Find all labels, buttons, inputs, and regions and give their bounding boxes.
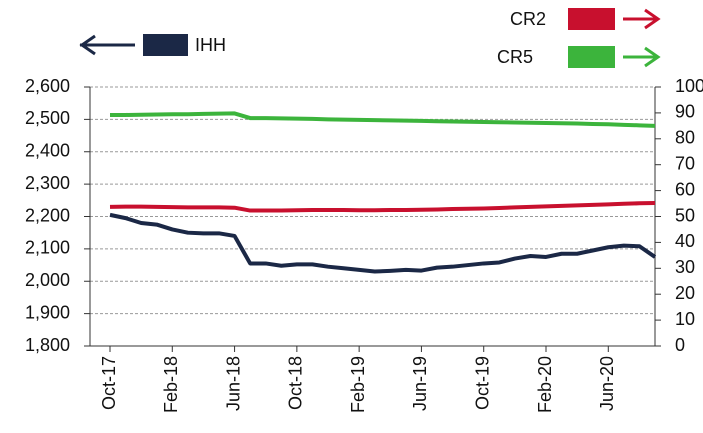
y2-tick-label: 80 bbox=[675, 128, 695, 148]
legend-label: CR2 bbox=[510, 9, 546, 29]
legend-swatch bbox=[143, 34, 188, 56]
y2-tick-label: 60 bbox=[675, 179, 695, 199]
y-tick-label: 1,900 bbox=[25, 302, 70, 322]
y-tick-label: 2,400 bbox=[25, 141, 70, 161]
x-tick-label: Feb-18 bbox=[161, 356, 181, 413]
y2-tick-label: 50 bbox=[675, 205, 695, 225]
y2-tick-label: 100 bbox=[675, 76, 703, 96]
series-line bbox=[109, 201, 656, 213]
legend-label: CR5 bbox=[497, 47, 533, 67]
x-tick-label: Jun-18 bbox=[223, 356, 243, 411]
y2-tick-label: 30 bbox=[675, 257, 695, 277]
x-tick-label: Feb-20 bbox=[535, 356, 555, 413]
y2-tick-label: 10 bbox=[675, 309, 695, 329]
legend-label: IHH bbox=[195, 35, 226, 55]
y-tick-label: 2,600 bbox=[25, 76, 70, 96]
x-tick-label: Jun-19 bbox=[410, 356, 430, 411]
legend-swatch bbox=[568, 46, 615, 68]
x-tick-label: Oct-18 bbox=[286, 356, 306, 410]
series-line bbox=[110, 111, 656, 128]
legend-arrow bbox=[644, 8, 661, 30]
legend-arrow bbox=[79, 34, 96, 56]
x-tick-label: Oct-17 bbox=[99, 356, 119, 410]
y-tick-label: 2,300 bbox=[25, 173, 70, 193]
legend: IHH CR2 CR5 bbox=[79, 8, 661, 68]
legend-arrow bbox=[644, 46, 661, 68]
legend-swatch bbox=[568, 8, 615, 30]
y-tick-label: 2,200 bbox=[25, 205, 70, 225]
x-tick-label: Oct-19 bbox=[472, 356, 492, 410]
y2-tick-label: 40 bbox=[675, 231, 695, 251]
x-tick-label: Jun-20 bbox=[597, 356, 617, 411]
y2-tick-label: 20 bbox=[675, 283, 695, 303]
y-tick-label: 2,100 bbox=[25, 238, 70, 258]
x-tick-label: Feb-19 bbox=[348, 356, 368, 413]
series-line bbox=[109, 212, 657, 274]
y2-tick-label: 90 bbox=[675, 102, 695, 122]
y-tick-label: 2,500 bbox=[25, 108, 70, 128]
y2-tick-label: 0 bbox=[675, 335, 685, 355]
y2-tick-label: 70 bbox=[675, 153, 695, 173]
y-tick-label: 1,800 bbox=[25, 335, 70, 355]
y-tick-label: 2,000 bbox=[25, 270, 70, 290]
